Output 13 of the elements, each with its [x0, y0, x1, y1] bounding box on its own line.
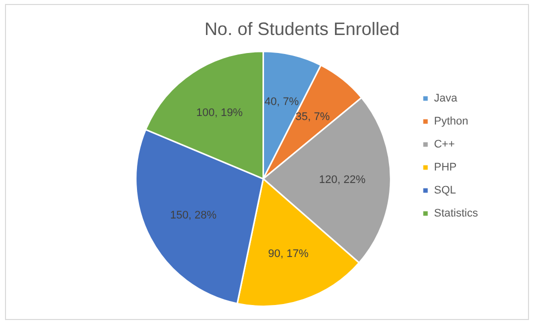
legend-label: PHP: [434, 162, 457, 174]
chart-title: No. of Students Enrolled: [204, 18, 400, 39]
data-label: 150, 28%: [170, 210, 217, 222]
legend-label: Java: [434, 92, 458, 105]
data-label: 35, 7%: [296, 111, 330, 124]
data-label: 100, 19%: [196, 107, 243, 120]
data-label: 40, 7%: [264, 96, 299, 108]
legend-label: SQL: [434, 184, 456, 197]
data-label: 90, 17%: [268, 248, 309, 260]
data-label: 120, 22%: [319, 174, 366, 186]
legend-label: Python: [434, 116, 468, 128]
legend-label: C++: [434, 138, 455, 151]
legend-label: Statistics: [434, 208, 478, 220]
